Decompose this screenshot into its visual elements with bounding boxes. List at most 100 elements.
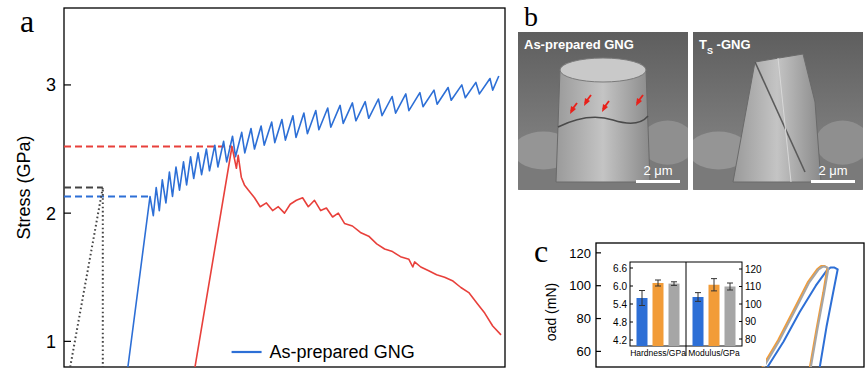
arrow-head	[602, 104, 608, 112]
plot-area	[762, 266, 838, 367]
series-line	[764, 267, 829, 367]
series-line	[195, 147, 501, 368]
panel-label: a	[20, 3, 34, 39]
scale-bar	[636, 180, 680, 183]
y-tick	[596, 318, 601, 319]
image-title: TS -GNG	[699, 37, 751, 56]
sem-debris	[815, 120, 863, 164]
sem-crack	[558, 116, 648, 127]
y-tick	[630, 340, 633, 341]
sem-pillar-top	[560, 58, 646, 82]
series-line	[768, 268, 838, 367]
y-tick	[596, 351, 601, 352]
panel-chart: 60 80 100 120 oad (mN)	[543, 243, 864, 367]
title-main: As-prepared GNG	[524, 37, 634, 52]
y2-tick	[739, 339, 742, 340]
error-bar	[671, 282, 677, 286]
scale-bar-label: 2 μm	[643, 163, 672, 178]
category-label: Hardness/GPa	[630, 348, 686, 358]
sem-pillar	[556, 70, 650, 182]
y-tick-label: 5.4	[613, 299, 627, 310]
image-title-text: As-prepared GNG	[524, 37, 634, 52]
series-line	[128, 76, 499, 367]
y-tick-label: 6.6	[613, 263, 627, 274]
scale-bar-label: 2 μm	[818, 163, 847, 178]
error-cap	[655, 280, 661, 281]
y-tick	[596, 285, 601, 286]
reference-line	[64, 145, 232, 147]
error-stem	[642, 291, 643, 306]
y-tick-label: 4.2	[613, 335, 627, 346]
error-cap	[727, 283, 733, 284]
y-axis-label: oad (mN)	[543, 283, 559, 341]
legend: As-prepared GNG	[232, 342, 415, 362]
error-bar	[727, 283, 733, 290]
y2-tick	[739, 304, 742, 305]
figure: 123Stress (GPa)As-prepared GNG6080100120…	[0, 0, 865, 368]
scale-bar	[811, 180, 855, 183]
bar	[725, 287, 736, 347]
error-cap	[639, 290, 645, 291]
bar	[709, 285, 720, 346]
plot-area	[64, 76, 501, 367]
y2-tick	[739, 286, 742, 287]
error-stem	[674, 282, 675, 286]
image-title: As-prepared GNG	[524, 37, 634, 52]
y-tick	[64, 213, 71, 214]
inset-plot-area	[637, 279, 736, 346]
error-stem	[714, 279, 715, 291]
sem-edge	[778, 58, 791, 182]
y-tick-label: 2	[46, 204, 56, 224]
title-main: T	[699, 37, 707, 52]
sem-arrow	[584, 95, 591, 106]
error-bar	[711, 279, 717, 291]
error-cap	[671, 285, 677, 286]
reference-line	[64, 195, 150, 197]
error-cap	[655, 286, 661, 287]
title-suffix: -GNG	[713, 37, 751, 52]
arrow-head	[584, 98, 590, 106]
error-stem	[730, 283, 731, 290]
bar	[653, 283, 664, 346]
error-cap	[695, 301, 701, 302]
y-tick-label: 100	[569, 278, 591, 293]
y-tick-label: 120	[569, 246, 591, 261]
bar	[669, 284, 680, 346]
panel-label: c	[534, 233, 548, 269]
inset-chart: 4.24.85.46.06.68090100110120Hardness/GPa…	[602, 256, 766, 366]
reference-line	[64, 187, 103, 189]
error-stem	[658, 280, 659, 286]
sem-image	[693, 32, 863, 190]
y-tick-label: 1	[46, 332, 56, 352]
y-tick	[596, 252, 601, 253]
y-axis-label: Stress (GPa)	[14, 135, 34, 239]
arrow-head	[570, 106, 576, 114]
y-tick	[630, 304, 633, 305]
sem-arrow	[570, 103, 577, 114]
error-cap	[639, 305, 645, 306]
error-bar	[655, 280, 661, 286]
error-cap	[727, 290, 733, 291]
y-tick-label: 80	[577, 311, 591, 326]
error-stem	[698, 293, 699, 302]
sem-arrow	[636, 95, 643, 106]
y2-tick-label: 120	[745, 264, 762, 275]
y2-tick-label: 80	[745, 334, 757, 345]
y2-tick	[739, 269, 742, 270]
legend-label: As-prepared GNG	[270, 342, 415, 362]
bar	[693, 297, 704, 346]
y-tick-label: 60	[577, 344, 591, 359]
plot-frame	[596, 243, 864, 367]
error-cap	[671, 281, 677, 282]
error-bar	[639, 291, 645, 306]
y2-tick	[739, 321, 742, 322]
sem-arrow	[602, 101, 609, 112]
series-line	[70, 188, 103, 368]
y-tick-label: 4.8	[613, 317, 627, 328]
inset-background	[602, 256, 766, 366]
y-tick	[64, 84, 71, 85]
y2-tick-label: 110	[745, 281, 761, 292]
sem-image	[518, 32, 688, 190]
error-cap	[711, 278, 717, 279]
y-tick-label: 6.0	[613, 281, 627, 292]
